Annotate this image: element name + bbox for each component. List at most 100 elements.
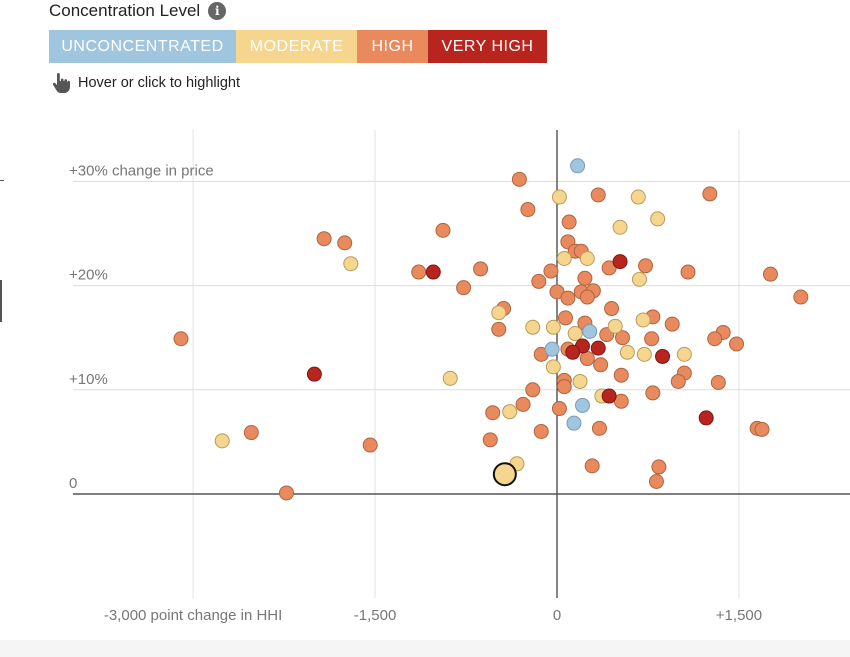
data-point-high[interactable] bbox=[243, 425, 259, 441]
data-point-moderate[interactable] bbox=[676, 346, 692, 362]
data-point-very-high[interactable] bbox=[590, 340, 606, 356]
legend-item-high[interactable]: HIGH bbox=[357, 30, 428, 63]
y-tick-label: +10% bbox=[69, 371, 108, 388]
data-point-moderate[interactable] bbox=[650, 211, 666, 227]
data-point-moderate[interactable] bbox=[442, 370, 458, 386]
data-point-unconcentrated[interactable] bbox=[566, 415, 582, 431]
data-point-high[interactable] bbox=[651, 459, 667, 475]
data-point-moderate[interactable] bbox=[545, 319, 561, 335]
data-point-high[interactable] bbox=[707, 331, 723, 347]
data-point-high[interactable] bbox=[577, 270, 593, 286]
data-point-moderate[interactable] bbox=[343, 256, 359, 272]
data-point-unconcentrated[interactable] bbox=[582, 323, 598, 339]
data-point-high[interactable] bbox=[644, 331, 660, 347]
data-point-high[interactable] bbox=[593, 357, 609, 373]
data-point-very-high[interactable] bbox=[601, 388, 617, 404]
data-point-high[interactable] bbox=[591, 420, 607, 436]
data-point-moderate[interactable] bbox=[502, 404, 518, 420]
data-point-very-high[interactable] bbox=[565, 344, 581, 360]
data-point-high[interactable] bbox=[556, 379, 572, 395]
data-point-moderate[interactable] bbox=[579, 251, 595, 267]
data-point-high[interactable] bbox=[680, 264, 696, 280]
data-point-high[interactable] bbox=[702, 186, 718, 202]
x-tick-label: +1,500 bbox=[716, 607, 762, 624]
data-point-high[interactable] bbox=[638, 258, 654, 274]
data-point-high[interactable] bbox=[645, 385, 661, 401]
data-point-moderate[interactable] bbox=[556, 251, 572, 267]
x-tick-label: 0 bbox=[553, 607, 561, 624]
data-point-high[interactable] bbox=[615, 330, 631, 346]
data-point-high[interactable] bbox=[729, 336, 745, 352]
data-point-high[interactable] bbox=[762, 266, 778, 282]
data-point-high[interactable] bbox=[590, 187, 606, 203]
data-point-high[interactable] bbox=[337, 235, 353, 251]
data-point-unconcentrated[interactable] bbox=[570, 158, 586, 174]
data-point-moderate[interactable] bbox=[525, 319, 541, 335]
data-point-high[interactable] bbox=[543, 263, 559, 279]
data-point-high[interactable] bbox=[604, 301, 620, 317]
legend-item-very-high[interactable]: VERY HIGH bbox=[428, 30, 547, 63]
legend-item-unconcentrated[interactable]: UNCONCENTRATED bbox=[49, 30, 236, 63]
data-point-high[interactable] bbox=[793, 289, 809, 305]
data-point-moderate[interactable] bbox=[567, 326, 583, 342]
data-point-moderate[interactable] bbox=[607, 318, 623, 334]
bottom-strip bbox=[0, 640, 850, 657]
data-point-high[interactable] bbox=[482, 432, 498, 448]
data-point-high[interactable] bbox=[560, 290, 576, 306]
data-point-high[interactable] bbox=[557, 310, 573, 326]
data-point-moderate[interactable] bbox=[636, 346, 652, 362]
data-point-high[interactable] bbox=[456, 280, 472, 296]
data-point-moderate[interactable] bbox=[635, 312, 651, 328]
data-point-moderate[interactable] bbox=[630, 189, 646, 205]
left-edge-mark bbox=[0, 280, 2, 322]
data-point-high[interactable] bbox=[515, 396, 531, 412]
data-point-high[interactable] bbox=[664, 316, 680, 332]
data-point-very-high[interactable] bbox=[655, 348, 671, 364]
data-point-high[interactable] bbox=[473, 261, 489, 277]
highlight-hint: Hover or click to highlight bbox=[52, 73, 240, 93]
legend-item-moderate[interactable]: MODERATE bbox=[236, 30, 357, 63]
data-point-high[interactable] bbox=[710, 375, 726, 391]
data-point-high[interactable] bbox=[613, 367, 629, 383]
data-point-moderate[interactable] bbox=[214, 433, 230, 449]
data-point-moderate[interactable] bbox=[551, 189, 567, 205]
y-tick-label: +30% change in price bbox=[69, 162, 214, 179]
data-point-moderate[interactable] bbox=[545, 359, 561, 375]
data-point-very-high[interactable] bbox=[425, 264, 441, 280]
data-point-high[interactable] bbox=[520, 202, 536, 218]
data-point-high[interactable] bbox=[551, 401, 567, 417]
data-point-unconcentrated[interactable] bbox=[544, 341, 560, 357]
data-point-high[interactable] bbox=[491, 321, 507, 337]
data-point-high[interactable] bbox=[579, 289, 595, 305]
data-point-high[interactable] bbox=[511, 171, 527, 187]
data-point-moderate[interactable] bbox=[492, 462, 517, 487]
data-point-high[interactable] bbox=[561, 214, 577, 230]
data-point-very-high[interactable] bbox=[306, 366, 322, 382]
data-point-moderate[interactable] bbox=[619, 344, 635, 360]
data-point-high[interactable] bbox=[670, 373, 686, 389]
data-point-moderate[interactable] bbox=[631, 271, 647, 287]
data-point-moderate[interactable] bbox=[572, 373, 588, 389]
data-point-high[interactable] bbox=[362, 437, 378, 453]
data-point-very-high[interactable] bbox=[612, 254, 628, 270]
data-point-high[interactable] bbox=[579, 351, 595, 367]
data-point-high[interactable] bbox=[411, 264, 427, 280]
data-point-moderate[interactable] bbox=[491, 305, 507, 321]
data-point-high[interactable] bbox=[316, 231, 332, 247]
data-point-high[interactable] bbox=[485, 405, 501, 421]
hint-text: Hover or click to highlight bbox=[78, 75, 240, 91]
data-point-unconcentrated[interactable] bbox=[574, 397, 590, 413]
data-point-very-high[interactable] bbox=[698, 410, 714, 426]
data-point-high[interactable] bbox=[279, 485, 295, 501]
data-point-high[interactable] bbox=[584, 458, 600, 474]
info-icon[interactable]: i bbox=[208, 2, 227, 20]
data-point-moderate[interactable] bbox=[612, 219, 628, 235]
data-point-high[interactable] bbox=[754, 421, 770, 437]
data-point-high[interactable] bbox=[648, 473, 664, 489]
data-point-high[interactable] bbox=[173, 331, 189, 347]
data-point-high[interactable] bbox=[533, 423, 549, 439]
x-tick-label: -1,500 bbox=[354, 607, 397, 624]
data-point-high[interactable] bbox=[435, 222, 451, 238]
data-point-high[interactable] bbox=[525, 382, 541, 398]
data-point-high[interactable] bbox=[531, 273, 547, 289]
